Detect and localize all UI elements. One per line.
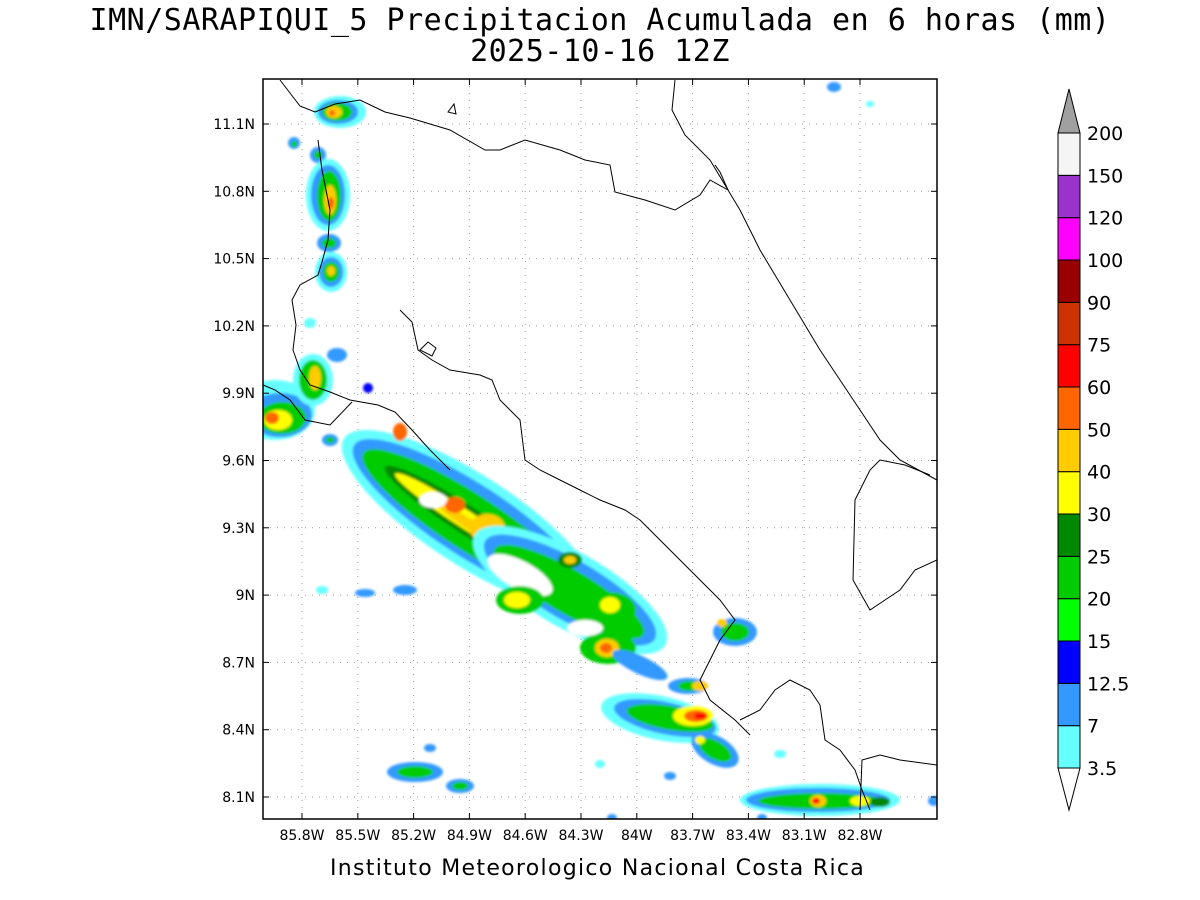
gulf-nicoya — [399, 309, 751, 736]
osa-coast — [739, 679, 871, 811]
lat-tick-label: 11.1N — [213, 117, 255, 133]
footer-credit: Instituto Meteorologico Nacional Costa R… — [330, 856, 866, 881]
precipitation-colorbar: 3.5 7 12.5 15 20 25 30 40 50 60 75 90 100 120 150 200 — [1057, 88, 1129, 812]
colorbar-label: 40 — [1087, 462, 1111, 484]
lon-tick-label: 83.1W — [782, 828, 827, 844]
colorbar-label: 3.5 — [1087, 758, 1117, 780]
map-frame — [262, 78, 938, 820]
colorbar-swatch — [1057, 301, 1081, 346]
colorbar-swatch — [1057, 344, 1081, 388]
colorbar-swatch — [1057, 598, 1081, 642]
burica-border — [859, 754, 937, 811]
colorbar-swatch — [1057, 555, 1081, 600]
colorbar-swatch — [1057, 682, 1081, 727]
lon-tick-label: 84.3W — [558, 828, 603, 844]
lon-tick-label: 84.9W — [447, 828, 492, 844]
lat-tick-label: 9N — [236, 588, 255, 604]
colorbar-label: 15 — [1087, 631, 1111, 653]
colorbar-label: 200 — [1087, 123, 1123, 145]
colorbar-label: 20 — [1087, 589, 1111, 611]
latitude-axis: 11.1N 10.8N 10.5N 10.2N 9.9N 9.6N 9.3N 9N 8.7N 8.… — [213, 117, 937, 806]
colorbar-swatch — [1057, 386, 1081, 430]
longitude-axis: 85.8W 85.5W 85.2W 84.9W 84.6W 84.3W 84W 83.7W 83… — [279, 79, 883, 844]
colorbar-swatch — [1057, 428, 1081, 473]
colorbar-swatch — [1057, 174, 1081, 219]
colorbar-under-arrow — [1057, 767, 1081, 812]
precip-cell-osa — [601, 618, 757, 768]
colorbar-swatch — [1057, 132, 1081, 176]
colorbar-over-arrow — [1057, 88, 1081, 134]
caribbean-coast — [671, 79, 937, 481]
coastlines — [263, 79, 937, 811]
colorbar-swatch — [1057, 217, 1081, 261]
small-island — [447, 102, 457, 115]
colorbar-swatch — [1057, 471, 1081, 515]
colorbar-label: 120 — [1087, 208, 1123, 230]
lake-island — [419, 341, 437, 357]
lat-tick-label: 9.9N — [222, 386, 255, 402]
colorbar-label: 25 — [1087, 546, 1111, 568]
precipitation-field — [263, 82, 937, 819]
colorbar-label: 50 — [1087, 419, 1111, 441]
colorbar-label: 60 — [1087, 377, 1111, 399]
lon-tick-label: 85.5W — [335, 828, 380, 844]
colorbar-label: 75 — [1087, 335, 1111, 357]
lon-tick-label: 84W — [621, 828, 653, 844]
colorbar-swatch — [1057, 513, 1081, 557]
precip-cell-nicoya — [263, 348, 373, 446]
lat-tick-label: 9.6N — [222, 454, 255, 470]
colorbar-label: 12.5 — [1087, 673, 1129, 695]
lat-tick-label: 8.7N — [222, 655, 255, 671]
colorbar-label: 100 — [1087, 250, 1123, 272]
panama-coast — [852, 459, 937, 611]
lat-tick-label: 10.5N — [213, 252, 255, 268]
colorbar-label: 7 — [1087, 716, 1099, 738]
colorbar-swatch — [1057, 640, 1081, 684]
lat-tick-label: 8.4N — [222, 723, 255, 739]
colorbar-label: 150 — [1087, 165, 1123, 187]
lon-tick-label: 82.8W — [837, 828, 882, 844]
colorbar-swatch — [1057, 259, 1081, 303]
lat-tick-label: 10.8N — [213, 184, 255, 200]
map-title: IMN/SARAPIQUI_5 Precipitacion Acumulada … — [89, 3, 1111, 38]
precip-cell-nw-north — [288, 96, 366, 163]
colorbar-label: 90 — [1087, 292, 1111, 314]
precip-band-mid — [472, 525, 708, 694]
lon-tick-label: 85.8W — [279, 828, 324, 844]
nicoya-coast — [263, 384, 353, 426]
lon-tick-label: 83.7W — [670, 828, 715, 844]
lon-tick-label: 84.6W — [503, 828, 548, 844]
lat-tick-label: 8.1N — [222, 790, 255, 806]
lat-tick-label: 10.2N — [213, 319, 255, 335]
lon-tick-label: 83.4W — [726, 828, 771, 844]
colorbar-swatch — [1057, 725, 1081, 769]
lat-tick-label: 9.3N — [222, 521, 255, 537]
nicaragua-lake-coast — [279, 79, 730, 211]
border-nic-cr — [291, 139, 451, 471]
precip-cell-nw-middle — [304, 159, 350, 328]
lon-tick-label: 85.2W — [391, 828, 436, 844]
map-subtitle-date: 2025-10-16 12Z — [470, 34, 730, 69]
colorbar-label: 30 — [1087, 504, 1111, 526]
